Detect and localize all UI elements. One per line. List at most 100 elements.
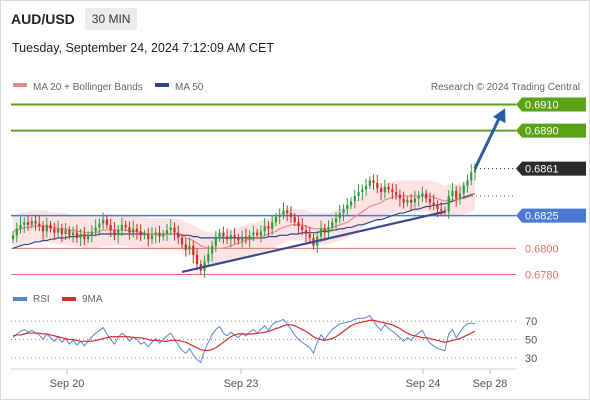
candle-body xyxy=(222,232,225,237)
candle-body xyxy=(105,219,109,225)
candle-body xyxy=(218,232,221,238)
candle-body xyxy=(147,233,150,240)
rsi-ma-line xyxy=(12,319,476,352)
candle-body xyxy=(233,235,236,238)
candle-body xyxy=(410,199,413,203)
candle-body xyxy=(75,232,78,238)
candle-body xyxy=(395,192,398,195)
candle-body xyxy=(293,216,296,223)
candle-body xyxy=(406,199,409,203)
candle-body xyxy=(207,253,210,262)
support-price-label: 0.6800 xyxy=(525,243,559,255)
candle-body xyxy=(49,224,52,229)
candle-body xyxy=(180,237,184,245)
candle-body xyxy=(248,235,251,240)
candle-body xyxy=(376,182,379,189)
candle-body xyxy=(79,233,82,238)
target-price-tag xyxy=(516,123,586,138)
bollinger-band-area xyxy=(13,177,475,265)
candle-body xyxy=(177,232,180,238)
ma50-legend-swatch xyxy=(155,83,169,87)
candle-body xyxy=(462,185,465,194)
candle-body xyxy=(11,235,15,240)
time-axis-label: Sep 24 xyxy=(406,378,441,390)
candle-body xyxy=(443,210,447,212)
candle-body xyxy=(154,232,157,236)
candle-body xyxy=(402,198,405,203)
candle-body xyxy=(334,218,338,223)
projection-arrow-head xyxy=(492,108,506,124)
candle-body xyxy=(383,186,386,193)
candle-body xyxy=(109,224,112,231)
candle-body xyxy=(425,193,428,199)
target-price-label: 0.6890 xyxy=(525,126,559,138)
candle-body xyxy=(71,232,75,236)
candle-body xyxy=(244,236,247,240)
candle-body xyxy=(455,190,458,199)
candle-body xyxy=(64,230,67,234)
time-axis-label: Sep 20 xyxy=(50,378,85,390)
candle-body xyxy=(379,188,383,193)
candle-body xyxy=(447,196,450,212)
candle-body xyxy=(41,226,45,232)
candle-body xyxy=(372,180,375,183)
chart-header: AUD/USD 30 MIN xyxy=(11,7,138,31)
rsi-tick-label: 70 xyxy=(525,316,537,328)
candle-body xyxy=(304,230,308,234)
candle-body xyxy=(387,186,390,190)
candle-body xyxy=(413,198,417,203)
candle-body xyxy=(117,230,120,236)
candle-body xyxy=(30,220,33,225)
candle-body xyxy=(252,232,255,236)
candle-body xyxy=(15,228,18,236)
candle-body xyxy=(158,232,161,237)
target-price-tag xyxy=(516,97,586,112)
candle-body xyxy=(331,222,334,228)
candle-body xyxy=(417,196,420,199)
candle-body xyxy=(267,226,270,229)
candle-body xyxy=(83,233,86,240)
candle-body xyxy=(124,224,127,228)
time-axis-label: Sep 28 xyxy=(473,378,508,390)
candle-body xyxy=(139,231,142,236)
candle-body xyxy=(274,216,278,223)
candle-body xyxy=(319,228,323,237)
candle-body xyxy=(473,168,477,173)
candle-body xyxy=(225,236,229,240)
candle-body xyxy=(188,245,191,250)
copyright-label: Research © 2024 Trading Central xyxy=(431,82,580,93)
candle-body xyxy=(301,226,304,231)
candle-body xyxy=(34,220,37,224)
candle-body xyxy=(342,209,345,214)
rsi-ma-legend-label: 9MA xyxy=(82,294,103,305)
candle-body xyxy=(271,222,274,229)
candle-body xyxy=(68,230,71,236)
candle-body xyxy=(357,192,360,197)
candle-body xyxy=(241,236,244,241)
candle-body xyxy=(87,235,90,240)
candle-body xyxy=(263,226,266,232)
candle-body xyxy=(391,189,394,193)
candle-body xyxy=(349,201,353,206)
candle-body xyxy=(192,245,195,255)
candle-body xyxy=(195,254,199,265)
rsi-legend-label: RSI xyxy=(33,294,50,305)
candle-body xyxy=(150,235,154,240)
candle-body xyxy=(364,185,368,190)
ma50-line xyxy=(12,192,476,249)
candle-body xyxy=(132,228,135,233)
candle-body xyxy=(361,189,364,193)
rsi-tick-label: 50 xyxy=(525,335,537,347)
support-price-label: 0.6780 xyxy=(525,270,559,282)
timeframe-badge[interactable]: 30 MIN xyxy=(84,8,138,30)
pivot-price-label: 0.6825 xyxy=(525,211,559,223)
ma20-legend-label: MA 20 + Bollinger Bands xyxy=(33,82,143,93)
candle-body xyxy=(135,228,139,232)
candle-body xyxy=(282,210,285,215)
candle-body xyxy=(308,233,311,238)
candle-body xyxy=(102,219,105,224)
last-price-tag xyxy=(516,161,586,176)
candle-body xyxy=(421,193,424,197)
candle-body xyxy=(53,228,56,233)
